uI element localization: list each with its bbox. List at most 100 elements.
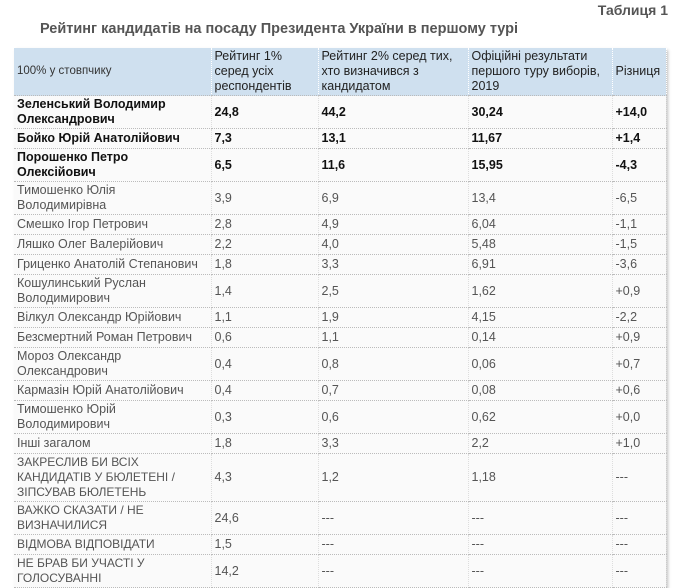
table-row: ВІДМОВА ВІДПОВІДАТИ 1,5 --- --- --- (14, 534, 667, 555)
header-rating-decided: Рейтинг 2% серед тих, хто визначився з к… (318, 48, 469, 96)
table-row: Бойко Юрій Анатолійович 7,3 13,1 11,67 +… (14, 128, 667, 149)
candidate-name: Тимошенко Юрій Володимирович (14, 400, 212, 434)
candidate-name: ВІДМОВА ВІДПОВІДАТИ (14, 534, 212, 555)
header-candidate: 100% у стовпчику (14, 48, 212, 96)
candidate-name: ВАЖКО СКАЗАТИ / НЕ ВИЗНАЧИЛИСЯ (14, 501, 212, 535)
official-result: 0,08 (468, 380, 613, 401)
table-row: Мороз Олександр Олександрович 0,4 0,8 0,… (14, 347, 667, 381)
table-row: Інші загалом 1,8 3,3 2,2 +1,0 (14, 433, 667, 454)
difference: +0,6 (612, 380, 667, 401)
candidate-name: Гриценко Анатолій Степанович (14, 254, 212, 275)
difference: +1,4 (612, 128, 667, 149)
official-result: 15,95 (468, 148, 613, 182)
difference: +0,0 (612, 400, 667, 434)
candidate-name: Зеленський Володимир Олександрович (14, 95, 212, 129)
candidate-name: Тимошенко Юлія Володимирівна (14, 181, 212, 215)
rating-decided: 3,3 (318, 433, 469, 454)
official-result: 2,2 (468, 433, 613, 454)
candidate-name: Бойко Юрій Анатолійович (14, 128, 212, 149)
rating-all: 0,4 (211, 380, 319, 401)
rating-all: 0,6 (211, 327, 319, 348)
table-row: Тимошенко Юрій Володимирович 0,3 0,6 0,6… (14, 400, 667, 434)
official-result: 1,62 (468, 274, 613, 308)
rating-all: 1,8 (211, 433, 319, 454)
ratings-table: 100% у стовпчику Рейтинг 1% серед усіх р… (14, 48, 667, 588)
rating-all: 14,2 (211, 554, 319, 588)
rating-decided: 0,6 (318, 400, 469, 434)
official-result: --- (468, 501, 613, 535)
table-row: Порошенко Петро Олексійович 6,5 11,6 15,… (14, 148, 667, 182)
table-row: Зеленський Володимир Олександрович 24,8 … (14, 95, 667, 129)
rating-all: 24,6 (211, 501, 319, 535)
candidate-name: Кармазін Юрій Анатолійович (14, 380, 212, 401)
candidate-name: Мороз Олександр Олександрович (14, 347, 212, 381)
rating-decided: 1,9 (318, 307, 469, 328)
table-row: Безсмертний Роман Петрович 0,6 1,1 0,14 … (14, 327, 667, 348)
rating-all: 0,3 (211, 400, 319, 434)
rating-all: 1,8 (211, 254, 319, 275)
table-row: Смешко Ігор Петрович 2,8 4,9 6,04 -1,1 (14, 214, 667, 235)
rating-all: 1,5 (211, 534, 319, 555)
rating-decided: --- (318, 554, 469, 588)
difference: +0,9 (612, 274, 667, 308)
header-rating-all: Рейтинг 1% серед усіх респондентів (211, 48, 319, 96)
ratings-table-container: 100% у стовпчику Рейтинг 1% серед усіх р… (14, 48, 667, 588)
table-row: Тимошенко Юлія Володимирівна 3,9 6,9 13,… (14, 181, 667, 215)
rating-decided: 0,7 (318, 380, 469, 401)
table-row: Ляшко Олег Валерійович 2,2 4,0 5,48 -1,5 (14, 234, 667, 255)
official-result: 13,4 (468, 181, 613, 215)
official-result: 0,06 (468, 347, 613, 381)
rating-all: 1,1 (211, 307, 319, 328)
rating-all: 2,8 (211, 214, 319, 235)
rating-decided: 1,2 (318, 453, 469, 502)
rating-decided: 11,6 (318, 148, 469, 182)
rating-decided: 6,9 (318, 181, 469, 215)
header-official-results: Офіційні результати першого туру виборів… (468, 48, 613, 96)
difference: -6,5 (612, 181, 667, 215)
difference: +0,9 (612, 327, 667, 348)
official-result: 11,67 (468, 128, 613, 149)
table-row: Вілкул Олександр Юрійович 1,1 1,9 4,15 -… (14, 307, 667, 328)
difference: +0,7 (612, 347, 667, 381)
official-result: 4,15 (468, 307, 613, 328)
candidate-name: Порошенко Петро Олексійович (14, 148, 212, 182)
difference: --- (612, 501, 667, 535)
rating-decided: 3,3 (318, 254, 469, 275)
rating-decided: 1,1 (318, 327, 469, 348)
header-row: 100% у стовпчику Рейтинг 1% серед усіх р… (14, 48, 667, 96)
difference: --- (612, 554, 667, 588)
official-result: 6,04 (468, 214, 613, 235)
table-row: НЕ БРАВ БИ УЧАСТІ У ГОЛОСУВАННІ 14,2 ---… (14, 554, 667, 588)
difference: --- (612, 534, 667, 555)
candidate-name: Вілкул Олександр Юрійович (14, 307, 212, 328)
rating-all: 7,3 (211, 128, 319, 149)
rating-decided: 44,2 (318, 95, 469, 129)
candidate-name: НЕ БРАВ БИ УЧАСТІ У ГОЛОСУВАННІ (14, 554, 212, 588)
table-row: ВАЖКО СКАЗАТИ / НЕ ВИЗНАЧИЛИСЯ 24,6 --- … (14, 501, 667, 535)
rating-all: 3,9 (211, 181, 319, 215)
rating-decided: 4,0 (318, 234, 469, 255)
difference: -4,3 (612, 148, 667, 182)
candidate-name: Ляшко Олег Валерійович (14, 234, 212, 255)
official-result: 30,24 (468, 95, 613, 129)
rating-decided: 13,1 (318, 128, 469, 149)
rating-decided: 2,5 (318, 274, 469, 308)
rating-all: 6,5 (211, 148, 319, 182)
rating-all: 0,4 (211, 347, 319, 381)
table-row: Кармазін Юрій Анатолійович 0,4 0,7 0,08 … (14, 380, 667, 401)
difference: -3,6 (612, 254, 667, 275)
rating-decided: --- (318, 534, 469, 555)
rating-all: 2,2 (211, 234, 319, 255)
difference: -1,5 (612, 234, 667, 255)
rating-all: 1,4 (211, 274, 319, 308)
official-result: 0,14 (468, 327, 613, 348)
table-number-label: Таблиця 1 (597, 2, 668, 18)
official-result: --- (468, 534, 613, 555)
official-result: --- (468, 554, 613, 588)
table-row: Кошулинський Руслан Володимирович 1,4 2,… (14, 274, 667, 308)
difference: +14,0 (612, 95, 667, 129)
difference: --- (612, 453, 667, 502)
official-result: 1,18 (468, 453, 613, 502)
difference: -1,1 (612, 214, 667, 235)
table-row: Гриценко Анатолій Степанович 1,8 3,3 6,9… (14, 254, 667, 275)
